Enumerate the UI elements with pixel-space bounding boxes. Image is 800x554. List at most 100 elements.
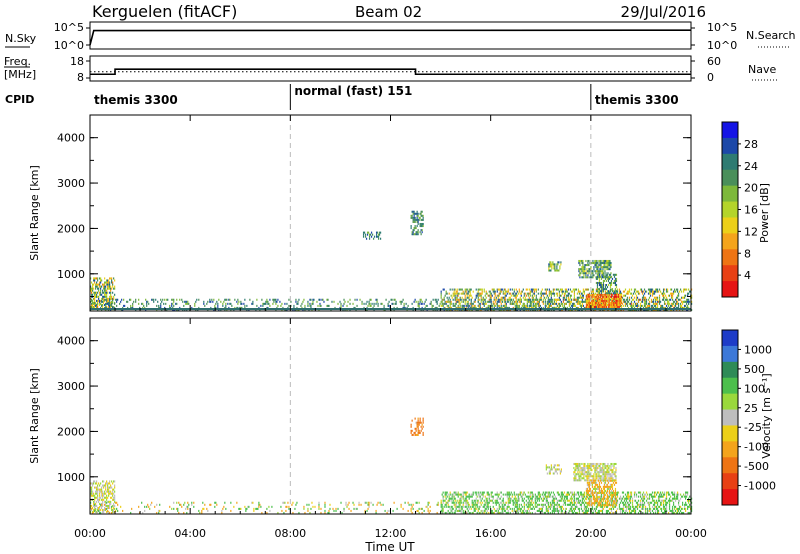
heatmap-cell <box>487 511 489 514</box>
heatmap-cell <box>656 300 659 303</box>
heatmap-cell <box>500 507 502 510</box>
heatmap-cell <box>524 292 526 295</box>
heatmap-cell <box>337 302 339 305</box>
heatmap-cell <box>573 290 576 293</box>
heatmap-cell <box>620 499 623 502</box>
heatmap-cell <box>643 302 646 305</box>
heatmap-cell <box>196 298 198 301</box>
heatmap-cell <box>525 499 527 502</box>
heatmap-cell <box>114 490 116 493</box>
heatmap-cell <box>687 288 690 291</box>
heatmap-cell <box>451 495 453 498</box>
heatmap-cell <box>444 491 446 494</box>
heatmap-cell <box>135 300 137 303</box>
heatmap-cell <box>571 304 574 307</box>
heatmap-cell <box>443 298 445 301</box>
heatmap-cell <box>303 298 305 301</box>
heatmap-cell <box>524 493 526 496</box>
heatmap-cell <box>577 491 580 494</box>
heatmap-cell <box>535 505 537 508</box>
heatmap-cell <box>686 298 689 301</box>
heatmap-cell <box>224 306 226 309</box>
heatmap-cell <box>553 288 555 291</box>
heatmap-cell <box>558 509 560 512</box>
heatmap-cell <box>647 304 650 307</box>
heatmap-cell <box>590 299 593 302</box>
heatmap-cell <box>642 499 645 502</box>
heatmap-cell <box>214 304 216 307</box>
heatmap-cell <box>641 505 644 508</box>
heatmap-cell <box>566 290 568 293</box>
heatmap-cell <box>535 501 537 504</box>
heatmap-cell <box>615 511 618 514</box>
heatmap-cell <box>522 288 524 291</box>
heatmap-cell <box>285 509 287 512</box>
heatmap-cell <box>661 495 664 498</box>
heatmap-cell <box>633 290 636 293</box>
heatmap-cell <box>647 306 650 309</box>
heatmap-cell <box>106 482 108 485</box>
heatmap-cell <box>590 274 592 277</box>
heatmap-cell <box>453 288 455 291</box>
heatmap-cell <box>555 507 557 510</box>
heatmap-cell <box>520 503 522 506</box>
heatmap-cell <box>664 501 667 504</box>
heatmap-cell <box>668 493 671 496</box>
heatmap-cell <box>431 304 433 307</box>
heatmap-cell <box>585 495 588 498</box>
heatmap-cell <box>557 263 559 266</box>
heatmap-cell <box>677 302 680 305</box>
heatmap-cell <box>102 291 104 294</box>
heatmap-cell <box>95 291 97 294</box>
heatmap-cell <box>94 303 96 307</box>
heatmap-cell <box>310 507 312 510</box>
heatmap-cell <box>553 292 555 295</box>
heatmap-cell <box>576 505 579 508</box>
heatmap-cell <box>598 264 600 267</box>
colorbar-segment <box>722 217 738 234</box>
heatmap-cell <box>611 505 614 508</box>
heatmap-cell <box>666 501 669 504</box>
heatmap-cell <box>523 505 525 508</box>
heatmap-cell <box>475 503 477 506</box>
heatmap-cell <box>422 225 424 228</box>
heatmap-cell <box>667 302 670 305</box>
heatmap-cell <box>601 262 603 265</box>
heatmap-cell <box>569 294 571 297</box>
heatmap-cell <box>363 306 365 309</box>
heatmap-cell <box>353 503 355 506</box>
heatmap-cell <box>251 501 253 504</box>
heatmap-cell <box>627 503 630 506</box>
heatmap-cell <box>625 509 628 512</box>
heatmap-cell <box>377 235 380 238</box>
heatmap-cell <box>225 507 227 510</box>
heatmap-cell <box>414 218 416 221</box>
heatmap-cell <box>468 298 470 301</box>
heatmap-cell <box>596 304 599 307</box>
heatmap-cell <box>534 505 536 508</box>
heatmap-cell <box>497 294 499 297</box>
heatmap-cell <box>518 507 520 510</box>
heatmap-cell <box>462 491 464 494</box>
heatmap-cell <box>599 499 602 502</box>
heatmap-cell <box>422 218 424 221</box>
heatmap-cell <box>568 298 570 301</box>
heatmap-cell <box>421 302 423 305</box>
heatmap-cell <box>327 298 329 301</box>
heatmap-cell <box>601 272 603 275</box>
heatmap-cell <box>619 303 622 307</box>
heatmap-cell <box>517 509 519 512</box>
heatmap-cell <box>474 304 476 307</box>
heatmap-cell <box>671 304 674 307</box>
heatmap-cell <box>101 300 103 303</box>
heatmap-cell <box>440 290 442 293</box>
heatmap-cell <box>114 484 116 487</box>
heatmap-cell <box>576 501 579 504</box>
heatmap-cell <box>353 507 355 510</box>
heatmap-cell <box>318 505 320 508</box>
heatmap-cell <box>604 292 607 295</box>
heatmap-cell <box>548 495 550 498</box>
heatmap-cell <box>383 306 385 309</box>
heatmap-cell <box>465 304 467 307</box>
heatmap-cell <box>608 303 611 307</box>
